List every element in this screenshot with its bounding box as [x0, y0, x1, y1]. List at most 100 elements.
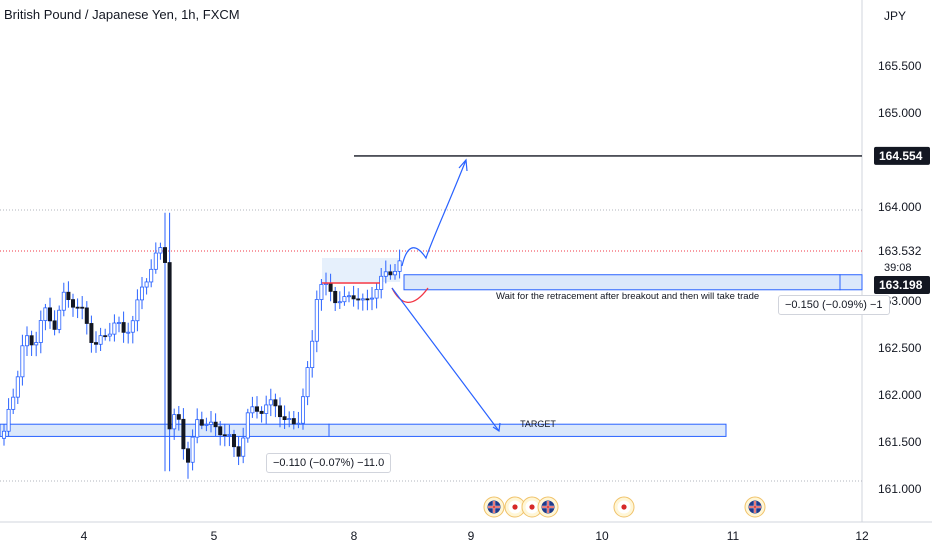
bullish-path: [401, 159, 467, 267]
candle-down: [236, 446, 241, 457]
candle-down: [29, 335, 34, 346]
candle: [287, 411, 292, 428]
current-price-value: 163.198: [879, 278, 923, 292]
candle-up: [287, 418, 292, 421]
candle: [61, 282, 66, 317]
candle: [213, 413, 218, 437]
candle-down: [103, 335, 108, 338]
flag-sun: [621, 504, 627, 510]
candle: [268, 388, 273, 417]
candle-up: [34, 342, 39, 346]
candle-down: [75, 306, 80, 309]
candle: [75, 298, 80, 319]
candle-down: [282, 416, 287, 421]
grid: [0, 0, 932, 523]
candle: [333, 286, 338, 311]
candle: [319, 279, 324, 311]
candle-down: [213, 421, 218, 428]
candle: [107, 322, 112, 342]
candle: [167, 212, 172, 472]
candle: [66, 281, 71, 308]
candle-up: [144, 281, 149, 288]
candle: [117, 316, 122, 333]
candle: [259, 406, 264, 423]
candle: [337, 291, 342, 309]
candle-up: [227, 434, 232, 436]
time-tick-label: 11: [727, 529, 740, 543]
candle: [80, 296, 85, 320]
entry-zone: [403, 274, 841, 291]
candle-up: [126, 331, 131, 334]
price-tick-label: 164.000: [878, 200, 922, 214]
candle: [300, 388, 305, 430]
candle: [52, 310, 57, 336]
candle-up: [139, 286, 144, 301]
candle: [342, 286, 347, 306]
candle-down: [185, 448, 190, 463]
candle-down: [351, 295, 356, 300]
time-tick-label: 8: [351, 529, 358, 543]
time-axis[interactable]: 4 5 8 9 10 11 12: [81, 529, 869, 543]
candle-up: [112, 322, 117, 335]
uk-flag-icon: [537, 496, 559, 518]
candle: [208, 410, 213, 433]
candle: [176, 405, 181, 431]
candle-up: [135, 299, 140, 322]
candle-up: [296, 422, 301, 425]
candle-up: [57, 309, 62, 330]
price-tick-label: 161.500: [878, 435, 922, 449]
candle-down: [162, 247, 167, 263]
candle-down: [71, 299, 76, 308]
candle: [360, 293, 365, 311]
candle-up: [195, 419, 200, 438]
candle-up: [379, 275, 384, 290]
candle: [397, 249, 402, 279]
candle: [204, 417, 209, 432]
candle: [218, 421, 223, 446]
candle-up: [2, 430, 7, 439]
candle: [296, 411, 301, 429]
candle: [126, 322, 131, 344]
candle: [222, 423, 227, 447]
price-axis[interactable]: JPY165.500165.000164.000163.532163.00016…: [874, 9, 930, 496]
candle: [15, 370, 20, 405]
candle: [392, 264, 397, 280]
candle-up: [24, 335, 29, 347]
candle: [365, 289, 370, 311]
candle-up: [342, 296, 347, 303]
candle-up: [158, 247, 163, 254]
price-tick-label: 163.532: [878, 244, 922, 258]
candle-down: [48, 307, 53, 322]
candle-up: [172, 414, 177, 430]
candle: [6, 398, 11, 437]
zones: [0, 258, 863, 437]
candle-up: [392, 270, 397, 276]
candle: [282, 405, 287, 429]
time-tick-label: 10: [595, 529, 609, 543]
candle-down: [80, 306, 85, 309]
line-price-badge: [874, 146, 930, 165]
candle: [94, 331, 99, 353]
uk-flag-icon: [744, 496, 766, 518]
candle-down: [181, 418, 186, 450]
candle-down: [218, 426, 223, 436]
candle-up: [208, 421, 213, 425]
candle-down: [66, 291, 71, 300]
candle: [250, 396, 255, 418]
candle-up: [43, 307, 48, 321]
candle: [43, 303, 48, 331]
candle: [310, 330, 315, 378]
candle-up: [6, 408, 11, 432]
candle-countdown: 39:08: [884, 262, 912, 274]
candles: [2, 212, 402, 479]
price-tick-label: 161.000: [878, 482, 922, 496]
candle-up: [374, 289, 379, 299]
candle-down: [199, 419, 204, 426]
candle: [383, 260, 388, 284]
candle-down: [121, 322, 126, 333]
candle-down: [273, 399, 278, 407]
price-tick-label: 162.500: [878, 341, 922, 355]
drawings: TARGET Wait for the retracement after bre…: [322, 155, 862, 433]
candle-down: [277, 405, 282, 418]
